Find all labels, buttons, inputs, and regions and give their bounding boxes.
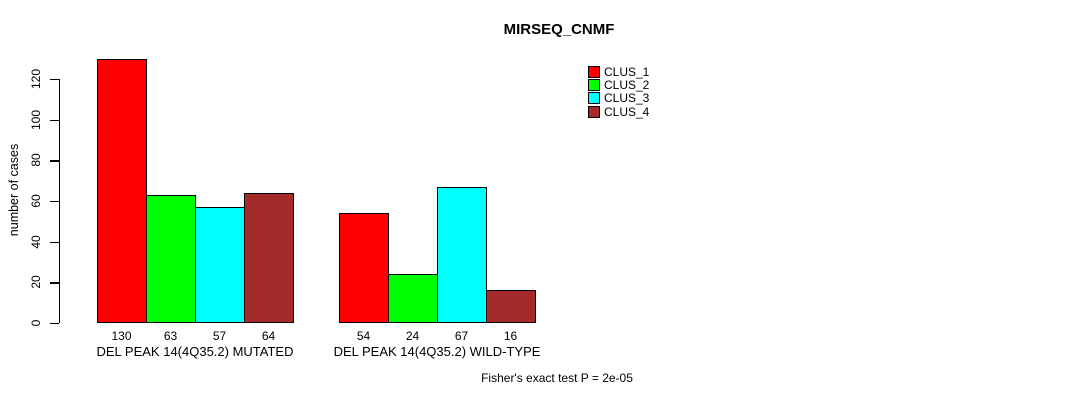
bar-value-label: 130 xyxy=(111,329,132,343)
legend-label: CLUS_1 xyxy=(604,64,650,79)
legend-color-swatch xyxy=(588,92,600,105)
bar-value-label: 16 xyxy=(503,329,518,343)
bar-clus_1-group2 xyxy=(339,213,389,323)
y-tick-mark xyxy=(50,323,59,325)
bar-clus_3-group2 xyxy=(437,187,487,323)
bar-value-label: 63 xyxy=(163,329,178,343)
bar-value-label: 64 xyxy=(261,329,276,343)
bar-value-label: 57 xyxy=(212,329,227,343)
legend-item: CLUS_2 xyxy=(588,78,650,93)
legend: CLUS_1 CLUS_2 CLUS_3 CLUS_4 xyxy=(588,65,649,119)
bar-clus_2-group2 xyxy=(388,274,438,323)
y-tick-mark xyxy=(50,79,59,81)
legend-color-swatch xyxy=(588,105,600,118)
y-axis-line xyxy=(59,79,61,323)
y-tick-mark xyxy=(50,201,59,203)
group-label: DEL PEAK 14(4Q35.2) MUTATED xyxy=(96,344,294,359)
legend-label: CLUS_4 xyxy=(604,104,650,119)
bar-clus_1-group1 xyxy=(97,59,147,323)
bar-value-label: 24 xyxy=(405,329,420,343)
legend-label: CLUS_2 xyxy=(604,78,650,93)
legend-item: CLUS_3 xyxy=(588,91,650,106)
fisher-test-annotation: Fisher's exact test P = 2e-05 xyxy=(481,371,633,385)
chart-title: MIRSEQ_CNMF xyxy=(503,21,615,38)
legend-color-swatch xyxy=(588,65,600,78)
y-tick-mark xyxy=(50,119,59,121)
bar-clus_2-group1 xyxy=(146,195,196,323)
legend-color-swatch xyxy=(588,79,600,92)
bar-clus_4-group1 xyxy=(244,193,294,323)
y-tick-mark xyxy=(50,241,59,243)
y-tick-mark xyxy=(50,282,59,284)
group-label: DEL PEAK 14(4Q35.2) WILD-TYPE xyxy=(333,344,541,359)
bar-clus_3-group1 xyxy=(195,207,245,323)
y-tick-mark xyxy=(50,160,59,162)
legend-item: CLUS_1 xyxy=(588,64,650,79)
bar-value-label: 54 xyxy=(356,329,371,343)
bar-value-label: 67 xyxy=(454,329,469,343)
bar-clus_4-group2 xyxy=(486,290,536,323)
legend-item: CLUS_4 xyxy=(588,104,650,119)
legend-label: CLUS_3 xyxy=(604,91,650,106)
